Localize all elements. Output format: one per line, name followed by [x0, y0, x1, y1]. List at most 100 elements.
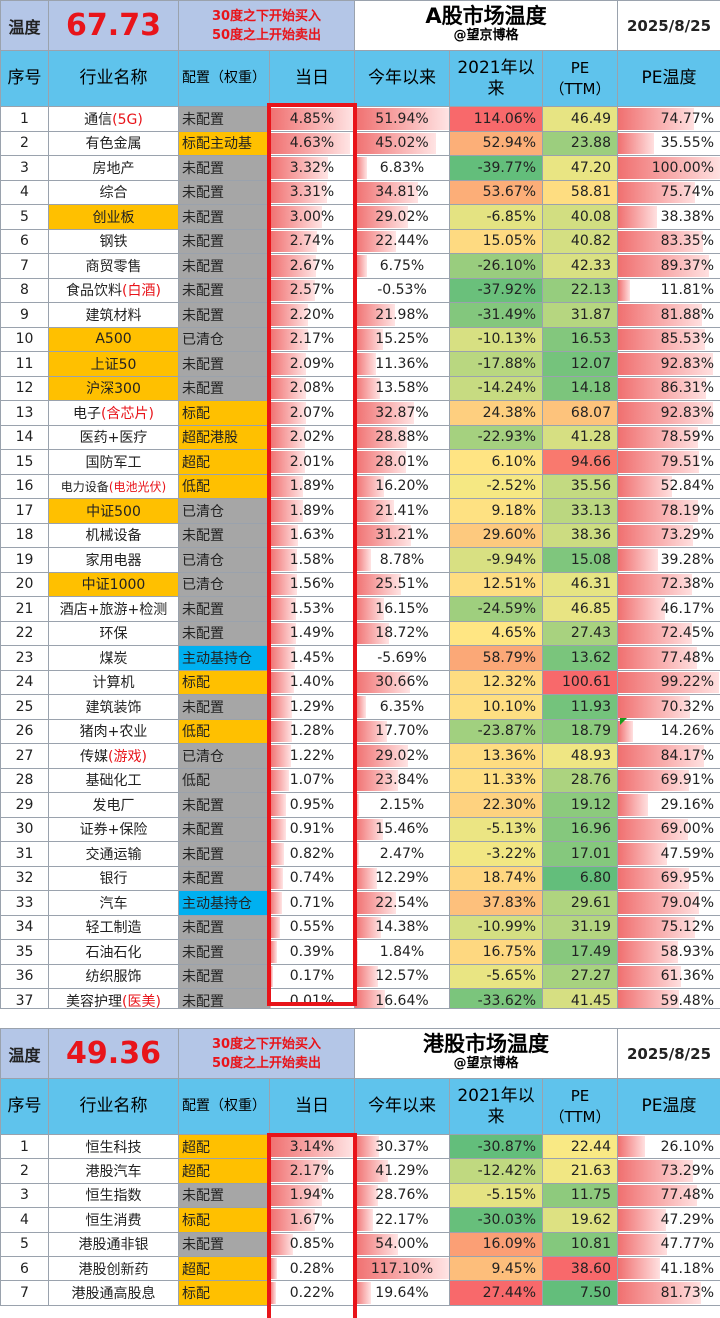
since-2021-change: -2.52%	[449, 473, 543, 499]
allocation: 超配港股	[178, 424, 270, 450]
table-title-block: A股市场温度 @望京博格	[353, 0, 619, 51]
ytd-change-value: 22.54%	[375, 894, 429, 911]
ytd-change: 22.54%	[354, 890, 450, 916]
industry-name: 建筑材料	[48, 302, 179, 328]
hk-pe-ttm: 7.50	[541, 1280, 619, 1306]
day-change-value: 1.22%	[289, 747, 335, 764]
pe-ttm: 17.01	[541, 841, 619, 867]
pe-temperature-bar	[618, 671, 720, 693]
table-row: 8 食品饮料(白酒) 未配置 2.57% -0.53% -37.92% 22.13 11.81…	[0, 277, 720, 303]
allocation: 未配置	[178, 351, 270, 377]
pe-temperature-value: 72.45%	[660, 625, 715, 642]
hk-ytd-change-bar	[355, 1136, 380, 1158]
day-change: 2.17%	[269, 326, 355, 352]
since-2021-change: -9.94%	[449, 547, 543, 573]
pe-temperature-bar	[618, 720, 633, 742]
day-change-value: 4.63%	[289, 135, 335, 152]
table-row: 34 轻工制造 未配置 0.55% 14.38% -10.99% 31.19 75.12%	[0, 914, 720, 940]
pe-temperature: 61.36%	[617, 963, 720, 989]
row-number: 2	[0, 130, 49, 156]
hk-table-row: 1 恒生科技 超配 3.14% 30.37% -30.87% 22.44 26.10%	[0, 1133, 720, 1160]
col-header-name: 行业名称	[48, 50, 179, 107]
industry-name: 有色金属	[48, 130, 179, 156]
row-number: 17	[0, 498, 49, 524]
hk-pe-temperature-bar	[618, 1257, 661, 1280]
ytd-change-value: 16.15%	[375, 600, 429, 617]
allocation: 未配置	[178, 204, 270, 230]
pe-temperature-value: 11.81%	[660, 282, 715, 299]
hk-allocation: 标配	[178, 1207, 270, 1233]
pe-temperature-bar	[618, 892, 699, 914]
pe-temperature-bar	[618, 451, 700, 473]
day-change: 1.89%	[269, 498, 355, 524]
row-number: 8	[0, 277, 49, 303]
hk-ytd-change-bar	[355, 1233, 399, 1255]
industry-name: 沪深300	[48, 375, 179, 401]
ytd-change-value: 18.72%	[375, 625, 429, 642]
since-2021-change: 16.75%	[449, 939, 543, 965]
ytd-change: 16.20%	[354, 473, 450, 499]
pe-ttm: 13.62	[541, 645, 619, 671]
day-change-value: 0.55%	[289, 919, 335, 936]
day-change: 3.31%	[269, 179, 355, 205]
hk-industry-name: 港股创新药	[48, 1255, 179, 1282]
hk-table-row: 3 恒生指数 未配置 1.94% 28.76% -5.15% 11.75 77.48%	[0, 1182, 720, 1209]
pe-temperature-value: 75.74%	[660, 184, 715, 201]
since-2021-change: 12.51%	[449, 571, 543, 597]
pe-ttm: 27.27	[541, 963, 619, 989]
table-row: 1 通信(5G) 未配置 4.85% 51.94% 114.06% 46.49 74.77%	[0, 106, 720, 132]
hk-ytd-change-value: 54.00%	[375, 1236, 429, 1253]
table-row: 27 传媒(游戏) 已清仓 1.22% 29.02% 13.36% 48.93 84.17%	[0, 743, 720, 769]
industry-name-text: 电子	[73, 405, 102, 422]
pe-temperature: 58.93%	[617, 939, 720, 965]
hk-day-change-value: 2.17%	[289, 1163, 335, 1180]
day-change-bar	[270, 304, 309, 326]
ytd-change: 32.87%	[354, 400, 450, 426]
day-change: 1.49%	[269, 620, 355, 646]
hk-since-2021-change: -5.15%	[449, 1182, 543, 1209]
allocation: 未配置	[178, 963, 270, 989]
pe-temperature-value: 69.91%	[660, 772, 715, 789]
allocation: 已清仓	[178, 326, 270, 352]
table-row: 28 基础化工 低配 1.07% 23.84% 11.33% 28.76 69.91%	[0, 767, 720, 793]
allocation: 主动基持仓	[178, 645, 270, 671]
day-change-value: 1.40%	[289, 674, 335, 691]
hk-day-change: 1.67%	[269, 1207, 355, 1233]
day-change: 1.89%	[269, 473, 355, 499]
allocation: 未配置	[178, 841, 270, 867]
allocation: 未配置	[178, 179, 270, 205]
since-2021-change: 37.83%	[449, 890, 543, 916]
pe-temperature-bar	[618, 353, 713, 375]
pe-ttm: 28.76	[541, 767, 619, 793]
col-header-pe-temp: PE温度	[617, 50, 720, 107]
row-number: 19	[0, 547, 49, 573]
pe-temperature-bar	[618, 745, 704, 767]
day-change: 0.74%	[269, 865, 355, 891]
ytd-change-value: 28.88%	[375, 429, 429, 446]
pe-ttm: 14.18	[541, 375, 619, 401]
day-change-bar	[270, 451, 305, 473]
pe-temperature-bar	[618, 206, 658, 228]
pe-temperature-bar	[618, 573, 692, 595]
since-2021-change: 22.30%	[449, 792, 543, 818]
day-change: 2.01%	[269, 449, 355, 475]
day-change-value: 1.45%	[289, 649, 335, 666]
day-change: 0.55%	[269, 914, 355, 940]
industry-name: 美容护理(医美)	[48, 988, 179, 1014]
pe-temperature: 79.51%	[617, 449, 720, 475]
ytd-change: 45.02%	[354, 130, 450, 156]
pe-temperature-bar	[618, 108, 695, 130]
ytd-change-value: 16.64%	[375, 992, 429, 1009]
day-change: 0.91%	[269, 816, 355, 842]
row-number: 35	[0, 939, 49, 965]
ytd-change: 25.51%	[354, 571, 450, 597]
sell-rule: 50度之上开始卖出	[211, 27, 322, 43]
pe-temperature: 72.45%	[617, 620, 720, 646]
pe-temperature-value: 47.59%	[660, 845, 715, 862]
industry-name-text: 国防军工	[85, 454, 142, 471]
hk-industry-name-text: 恒生消费	[85, 1212, 142, 1229]
row-number: 16	[0, 473, 49, 499]
day-change: 0.95%	[269, 792, 355, 818]
day-change-bar	[270, 622, 296, 644]
pe-temperature: 86.31%	[617, 375, 720, 401]
